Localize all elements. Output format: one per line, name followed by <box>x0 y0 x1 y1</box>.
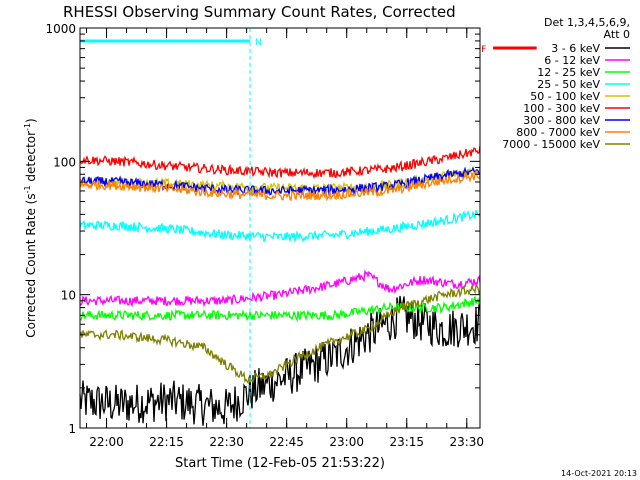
y-tick-label: 1 <box>68 422 76 436</box>
legend-entry-label: 12 - 25 keV <box>537 66 600 79</box>
x-tick-label: 23:15 <box>389 435 424 449</box>
chart-title: RHESSI Observing Summary Count Rates, Co… <box>63 3 456 21</box>
legend-entry-label: 3 - 6 keV <box>551 42 600 55</box>
plot-area: NF <box>79 28 537 428</box>
plot-frame <box>79 27 481 429</box>
legend-entry-label: 6 - 12 keV <box>544 54 600 67</box>
legend-header-line-1: Det 1,3,4,5,6,9, <box>544 16 630 29</box>
render-timestamp: 14-Oct-2021 20:13 <box>561 469 637 478</box>
x-tick-label: 22:00 <box>89 435 124 449</box>
axes: 1 10 100 1000 22:00 22:15 22:30 22:45 23:00 23:15… <box>45 22 484 449</box>
x-tick-label: 22:15 <box>149 435 184 449</box>
y-tick-label: 1000 <box>45 22 76 36</box>
series-line <box>79 295 481 426</box>
x-tick-label: 23:00 <box>329 435 364 449</box>
legend-entry-label: 25 - 50 keV <box>537 78 600 91</box>
x-tick-label: 22:30 <box>209 435 244 449</box>
y-axis-label: Corrected Count Rate (s-1 detector-1) <box>23 118 38 337</box>
x-tick-label: 23:30 <box>449 435 484 449</box>
series-line <box>79 295 481 323</box>
y-tick-label: 10 <box>61 289 76 303</box>
legend-entry-label: 800 - 7000 keV <box>516 126 600 139</box>
y-label-part: ) <box>24 118 38 123</box>
legend-entry-label: 7000 - 15000 keV <box>502 138 600 151</box>
x-tick-label: 22:45 <box>269 435 304 449</box>
svg-text:Corrected Count Rate (s-1 dete: Corrected Count Rate (s-1 detector-1) <box>23 118 38 337</box>
flag-label: N <box>255 38 262 48</box>
y-label-part: Corrected Count Rate (s <box>24 193 38 337</box>
legend-header-line-2: Att 0 <box>604 28 630 41</box>
series-line <box>79 168 481 202</box>
legend-entry-label: 300 - 800 keV <box>523 114 600 127</box>
flag-label: F <box>481 45 486 55</box>
series-line <box>79 284 481 385</box>
series-line <box>79 145 481 180</box>
y-label-exponent: -1 <box>23 185 32 193</box>
y-label-exponent: -1 <box>23 123 32 131</box>
series-line <box>79 269 481 308</box>
series-line <box>79 166 481 197</box>
legend-entry-label: 100 - 300 keV <box>523 102 600 115</box>
y-tick-label: 100 <box>53 155 76 169</box>
x-axis-label: Start Time (12-Feb-05 21:53:22) <box>175 456 385 471</box>
y-label-part: detector <box>24 131 38 186</box>
legend-entry-label: 50 - 100 keV <box>530 90 600 103</box>
series-line <box>79 209 481 243</box>
